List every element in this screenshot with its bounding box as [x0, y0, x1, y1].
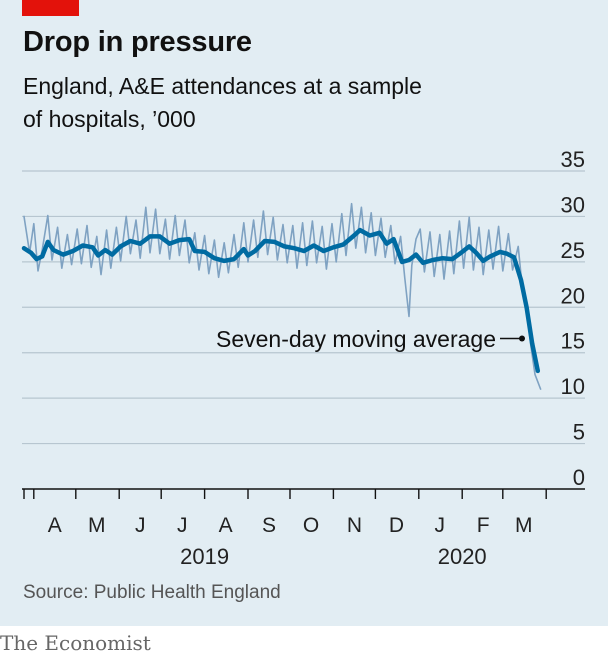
chart-card — [0, 0, 608, 626]
annotation-dot — [519, 335, 525, 342]
y-tick-label: 10 — [561, 374, 585, 399]
x-tick-label: A — [219, 514, 233, 537]
x-axis: A M J J A S O N D J F M 2019 2020 — [22, 488, 585, 569]
y-tick-label: 20 — [561, 283, 585, 308]
y-tick-label: 35 — [561, 150, 585, 172]
x-tick-label: J — [177, 514, 188, 537]
y-tick-label: 15 — [561, 329, 585, 354]
x-tick-label: O — [303, 514, 319, 537]
series-line-daily — [23, 202, 542, 390]
gridlines — [22, 170, 585, 445]
annotation-label: Seven-day moving average — [216, 326, 496, 352]
source-note: Source: Public Health England — [23, 582, 281, 603]
y-tick-label: 30 — [561, 192, 585, 217]
x-tick-label: D — [389, 514, 404, 537]
annotation: Seven-day moving average — [216, 326, 525, 352]
footer-strip — [0, 629, 608, 662]
chart-subtitle: England, A&E attendances at a sample of … — [23, 73, 422, 132]
y-tick-label: 0 — [573, 465, 585, 490]
y-axis-tick-labels: 0 5 10 15 20 25 30 35 — [561, 150, 585, 490]
x-tick-label: M — [515, 514, 533, 537]
x-tick-label: J — [435, 514, 446, 537]
chart-title: Drop in pressure — [23, 26, 252, 58]
x-tick-label: F — [477, 514, 490, 537]
year-label: 2019 — [180, 544, 229, 569]
publisher-wordmark: The Economist — [0, 631, 151, 655]
series-lines — [21, 202, 542, 390]
x-tick-label: J — [135, 514, 146, 537]
x-tick-label: N — [347, 514, 362, 537]
series-line-moving-average — [21, 227, 541, 374]
year-label: 2020 — [438, 544, 487, 569]
x-tick-label: S — [262, 514, 276, 537]
x-tick-label: A — [48, 514, 62, 537]
y-tick-label: 25 — [561, 238, 585, 263]
brand-red-tag — [22, 0, 79, 16]
y-tick-label: 5 — [573, 420, 585, 445]
x-tick-label: M — [88, 514, 106, 537]
line-chart: 0 5 10 15 20 25 30 35 A M J J A S O N D J F M 2019 2020 Seve… — [21, 150, 585, 569]
